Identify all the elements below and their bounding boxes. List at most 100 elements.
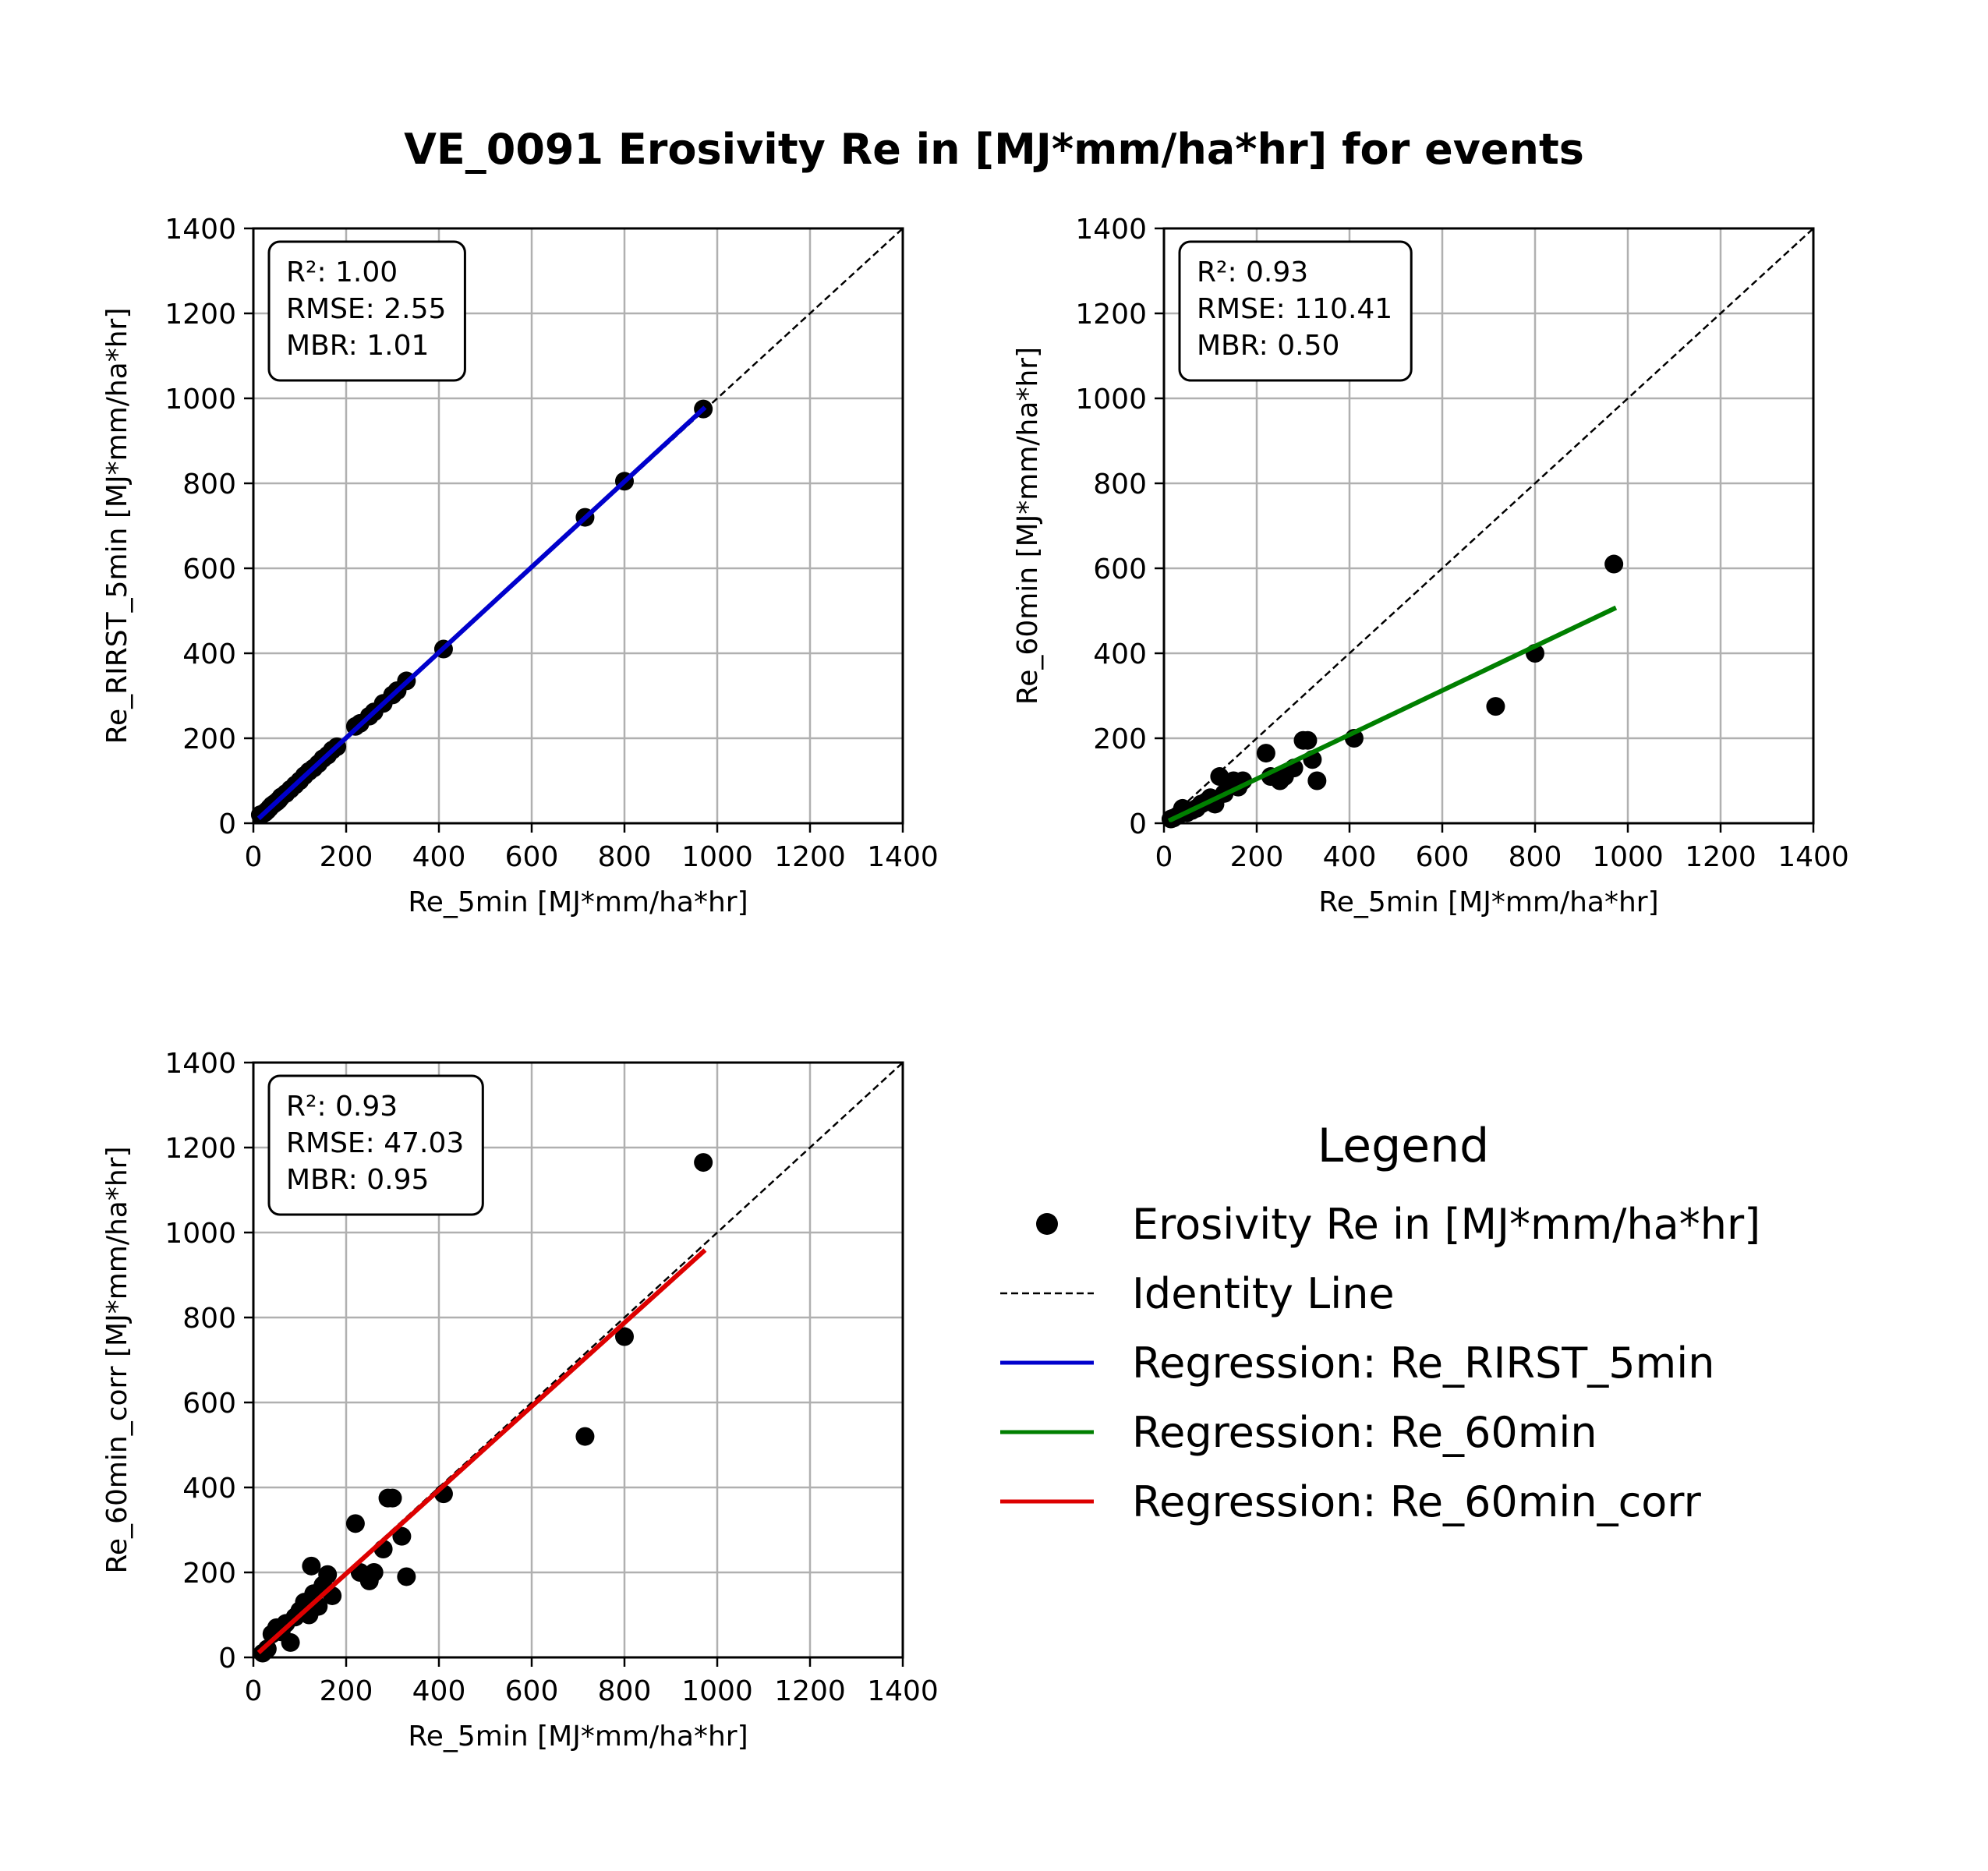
axes-frame (252, 1061, 904, 1659)
y-tick-label: 1000 (164, 1218, 236, 1250)
x-tick-label: 1400 (867, 1675, 939, 1707)
data-point (1298, 730, 1318, 750)
data-point (575, 1427, 595, 1446)
y-tick-label: 800 (182, 469, 236, 500)
regression-line (256, 1248, 707, 1655)
stats-line: R²: 1.00 (286, 256, 398, 288)
legend-marker-icon (1036, 1213, 1058, 1235)
y-tick-label: 1400 (164, 214, 236, 246)
legend-item: Erosivity Re in [MJ*mm/ha*hr] (1036, 1200, 1760, 1249)
x-axis-label: Re_5min [MJ*mm/ha*hr] (408, 886, 748, 918)
identity-line (1164, 228, 1813, 823)
stats-box: R²: 1.00 RMSE: 2.55 MBR: 1.01 (267, 240, 466, 382)
x-tick-label: 400 (412, 1675, 466, 1707)
axes-frame (1162, 227, 1815, 825)
data-point (302, 1556, 321, 1576)
x-tick-label: 0 (245, 841, 263, 873)
data-point (318, 1565, 338, 1584)
y-tick-label: 400 (1093, 638, 1147, 670)
y-tick-label: 600 (182, 554, 236, 585)
stats-line: R²: 0.93 (286, 1091, 398, 1123)
stats-box: R²: 0.93 RMSE: 110.41 MBR: 0.50 (1178, 240, 1413, 382)
data-point (281, 1632, 300, 1652)
data-point (392, 1526, 412, 1546)
subplot-2: 00 200 200 400 400 600 600 800 800 1000 1000 1200 12… (1012, 214, 1849, 918)
legend-item-label: Regression: Re_60min_corr (1132, 1477, 1702, 1526)
subplot-3: 00 200 200 400 400 600 600 800 800 1000 1000 1200 12… (101, 1048, 939, 1753)
y-tick-label: 800 (182, 1303, 236, 1335)
legend-item: Identity Line (1000, 1269, 1395, 1318)
y-tick-label: 400 (182, 1473, 236, 1505)
stats-line: MBR: 1.01 (286, 330, 429, 362)
y-tick-label: 0 (1129, 808, 1147, 840)
legend-item-label: Erosivity Re in [MJ*mm/ha*hr] (1132, 1200, 1760, 1249)
x-tick-label: 1000 (1592, 841, 1664, 873)
x-tick-label: 1200 (1685, 841, 1756, 873)
x-tick-label: 0 (245, 1675, 263, 1707)
data-point (364, 1563, 384, 1582)
y-tick-label: 1000 (164, 384, 236, 416)
y-tick-label: 600 (182, 1388, 236, 1420)
legend-item-label: Identity Line (1132, 1269, 1395, 1318)
data-point (383, 1488, 402, 1508)
y-tick-label: 1400 (1075, 214, 1147, 246)
legend-item-label: Regression: Re_60min (1132, 1408, 1597, 1457)
figure-title: VE_0091 Erosivity Re in [MJ*mm/ha*hr] fo… (404, 125, 1584, 174)
y-tick-label: 1400 (164, 1048, 236, 1080)
y-tick-label: 600 (1093, 554, 1147, 585)
legend-item-label: Regression: Re_RIRST_5min (1132, 1339, 1714, 1388)
x-tick-label: 200 (1230, 841, 1284, 873)
stats-line: R²: 0.93 (1197, 256, 1308, 288)
data-point (1486, 697, 1505, 716)
stats-line: RMSE: 2.55 (286, 293, 446, 325)
stats-box-frame (267, 240, 466, 382)
y-tick-label: 1200 (164, 299, 236, 331)
x-tick-label: 200 (320, 841, 373, 873)
x-tick-label: 200 (320, 1675, 373, 1707)
stats-box-frame (267, 1074, 484, 1216)
stats-box-frame (1178, 240, 1413, 382)
y-tick-label: 0 (218, 808, 236, 840)
data-point (345, 1514, 365, 1533)
stats-line: RMSE: 47.03 (286, 1127, 464, 1159)
x-tick-label: 400 (1323, 841, 1377, 873)
data-point (257, 1639, 277, 1659)
x-tick-label: 0 (1155, 841, 1173, 873)
data-point (1604, 554, 1624, 574)
y-tick-label: 200 (1093, 723, 1147, 755)
regression-line (256, 405, 707, 821)
legend-item: Regression: Re_60min (1000, 1408, 1597, 1457)
x-axis-label: Re_5min [MJ*mm/ha*hr] (408, 1721, 748, 1753)
x-tick-label: 1200 (774, 841, 846, 873)
x-axis-label: Re_5min [MJ*mm/ha*hr] (1318, 886, 1658, 918)
stats-line: RMSE: 110.41 (1197, 293, 1392, 325)
x-tick-label: 600 (505, 841, 559, 873)
y-tick-label: 200 (182, 1558, 236, 1590)
stats-box: R²: 0.93 RMSE: 47.03 MBR: 0.95 (267, 1074, 484, 1216)
x-tick-label: 1000 (681, 1675, 753, 1707)
y-tick-label: 1000 (1075, 384, 1147, 416)
stats-line: MBR: 0.95 (286, 1164, 429, 1196)
subplots: 0020020040040060060080080010001000120012… (101, 214, 1849, 1753)
x-tick-label: 600 (1416, 841, 1470, 873)
x-tick-label: 800 (1509, 841, 1562, 873)
x-tick-label: 800 (598, 1675, 652, 1707)
y-axis-label: Re_60min [MJ*mm/ha*hr] (1012, 347, 1044, 705)
data-point (397, 1567, 416, 1586)
x-tick-label: 1000 (681, 841, 753, 873)
axes-frame (252, 227, 904, 825)
data-point (1256, 744, 1275, 763)
x-tick-label: 1200 (774, 1675, 846, 1707)
y-tick-label: 200 (182, 723, 236, 755)
y-tick-label: 0 (218, 1643, 236, 1675)
x-tick-label: 1400 (1778, 841, 1849, 873)
regression-line (1167, 605, 1618, 823)
y-tick-label: 1200 (1075, 299, 1147, 331)
y-tick-label: 1200 (164, 1133, 236, 1165)
x-tick-label: 600 (505, 1675, 559, 1707)
data-point (615, 1327, 634, 1346)
y-axis-label: Re_RIRST_5min [MJ*mm/ha*hr] (101, 308, 133, 745)
y-tick-label: 400 (182, 638, 236, 670)
x-tick-label: 400 (412, 841, 466, 873)
